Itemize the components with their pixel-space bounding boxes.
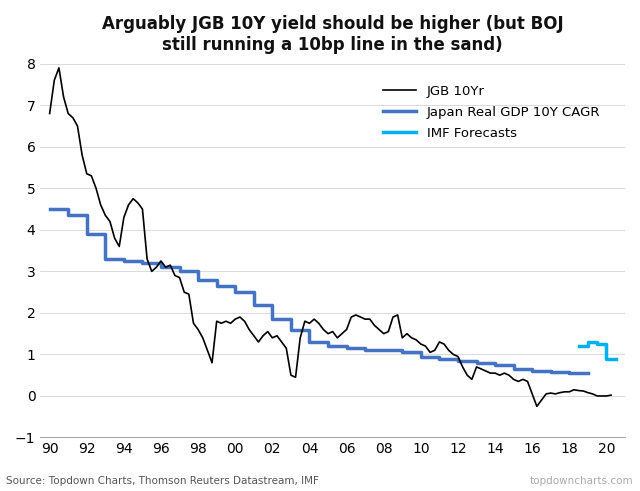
- Japan Real GDP 10Y CAGR: [454, 358, 462, 364]
- Japan Real GDP 10Y CAGR: [529, 368, 536, 374]
- Text: topdowncharts.com: topdowncharts.com: [530, 476, 634, 486]
- IMF Forecasts: [612, 355, 620, 361]
- Japan Real GDP 10Y CAGR: [120, 258, 128, 264]
- Japan Real GDP 10Y CAGR: [492, 362, 499, 368]
- Japan Real GDP 10Y CAGR: [287, 327, 295, 332]
- Japan Real GDP 10Y CAGR: [343, 345, 351, 351]
- Line: Japan Real GDP 10Y CAGR: Japan Real GDP 10Y CAGR: [50, 209, 588, 373]
- Japan Real GDP 10Y CAGR: [380, 347, 388, 353]
- Japan Real GDP 10Y CAGR: [306, 339, 314, 345]
- JGB 10Yr: [533, 404, 541, 409]
- IMF Forecasts: [603, 355, 611, 361]
- Japan Real GDP 10Y CAGR: [584, 370, 592, 376]
- Japan Real GDP 10Y CAGR: [157, 264, 165, 270]
- Japan Real GDP 10Y CAGR: [250, 301, 258, 307]
- Japan Real GDP 10Y CAGR: [510, 366, 518, 372]
- JGB 10Yr: [46, 110, 54, 116]
- IMF Forecasts: [607, 355, 615, 361]
- Japan Real GDP 10Y CAGR: [232, 289, 239, 295]
- Japan Real GDP 10Y CAGR: [547, 369, 555, 375]
- Japan Real GDP 10Y CAGR: [195, 277, 202, 283]
- Japan Real GDP 10Y CAGR: [473, 360, 481, 366]
- Title: Arguably JGB 10Y yield should be higher (but BOJ
still running a 10bp line in th: Arguably JGB 10Y yield should be higher …: [102, 15, 563, 54]
- Japan Real GDP 10Y CAGR: [139, 260, 147, 266]
- Japan Real GDP 10Y CAGR: [269, 316, 276, 322]
- Japan Real GDP 10Y CAGR: [417, 354, 425, 359]
- Japan Real GDP 10Y CAGR: [436, 355, 444, 361]
- JGB 10Yr: [607, 392, 615, 398]
- Japan Real GDP 10Y CAGR: [176, 269, 184, 274]
- Japan Real GDP 10Y CAGR: [46, 206, 54, 212]
- JGB 10Yr: [575, 387, 582, 393]
- Japan Real GDP 10Y CAGR: [324, 343, 332, 349]
- IMF Forecasts: [575, 343, 582, 349]
- IMF Forecasts: [584, 339, 592, 345]
- JGB 10Yr: [180, 289, 188, 295]
- Line: JGB 10Yr: JGB 10Yr: [50, 68, 611, 407]
- Japan Real GDP 10Y CAGR: [102, 256, 109, 262]
- Japan Real GDP 10Y CAGR: [213, 283, 221, 289]
- Japan Real GDP 10Y CAGR: [83, 231, 91, 237]
- JGB 10Yr: [598, 393, 605, 399]
- Japan Real GDP 10Y CAGR: [566, 370, 573, 376]
- Legend: JGB 10Yr, Japan Real GDP 10Y CAGR, IMF Forecasts: JGB 10Yr, Japan Real GDP 10Y CAGR, IMF F…: [376, 78, 607, 147]
- Text: Source: Topdown Charts, Thomson Reuters Datastream, IMF: Source: Topdown Charts, Thomson Reuters …: [6, 476, 319, 486]
- Japan Real GDP 10Y CAGR: [65, 212, 72, 218]
- JGB 10Yr: [408, 335, 415, 341]
- IMF Forecasts: [593, 341, 601, 347]
- Line: IMF Forecasts: IMF Forecasts: [579, 342, 616, 358]
- JGB 10Yr: [55, 65, 63, 71]
- JGB 10Yr: [356, 314, 364, 320]
- Japan Real GDP 10Y CAGR: [362, 347, 369, 353]
- Japan Real GDP 10Y CAGR: [399, 350, 406, 355]
- JGB 10Yr: [232, 316, 239, 322]
